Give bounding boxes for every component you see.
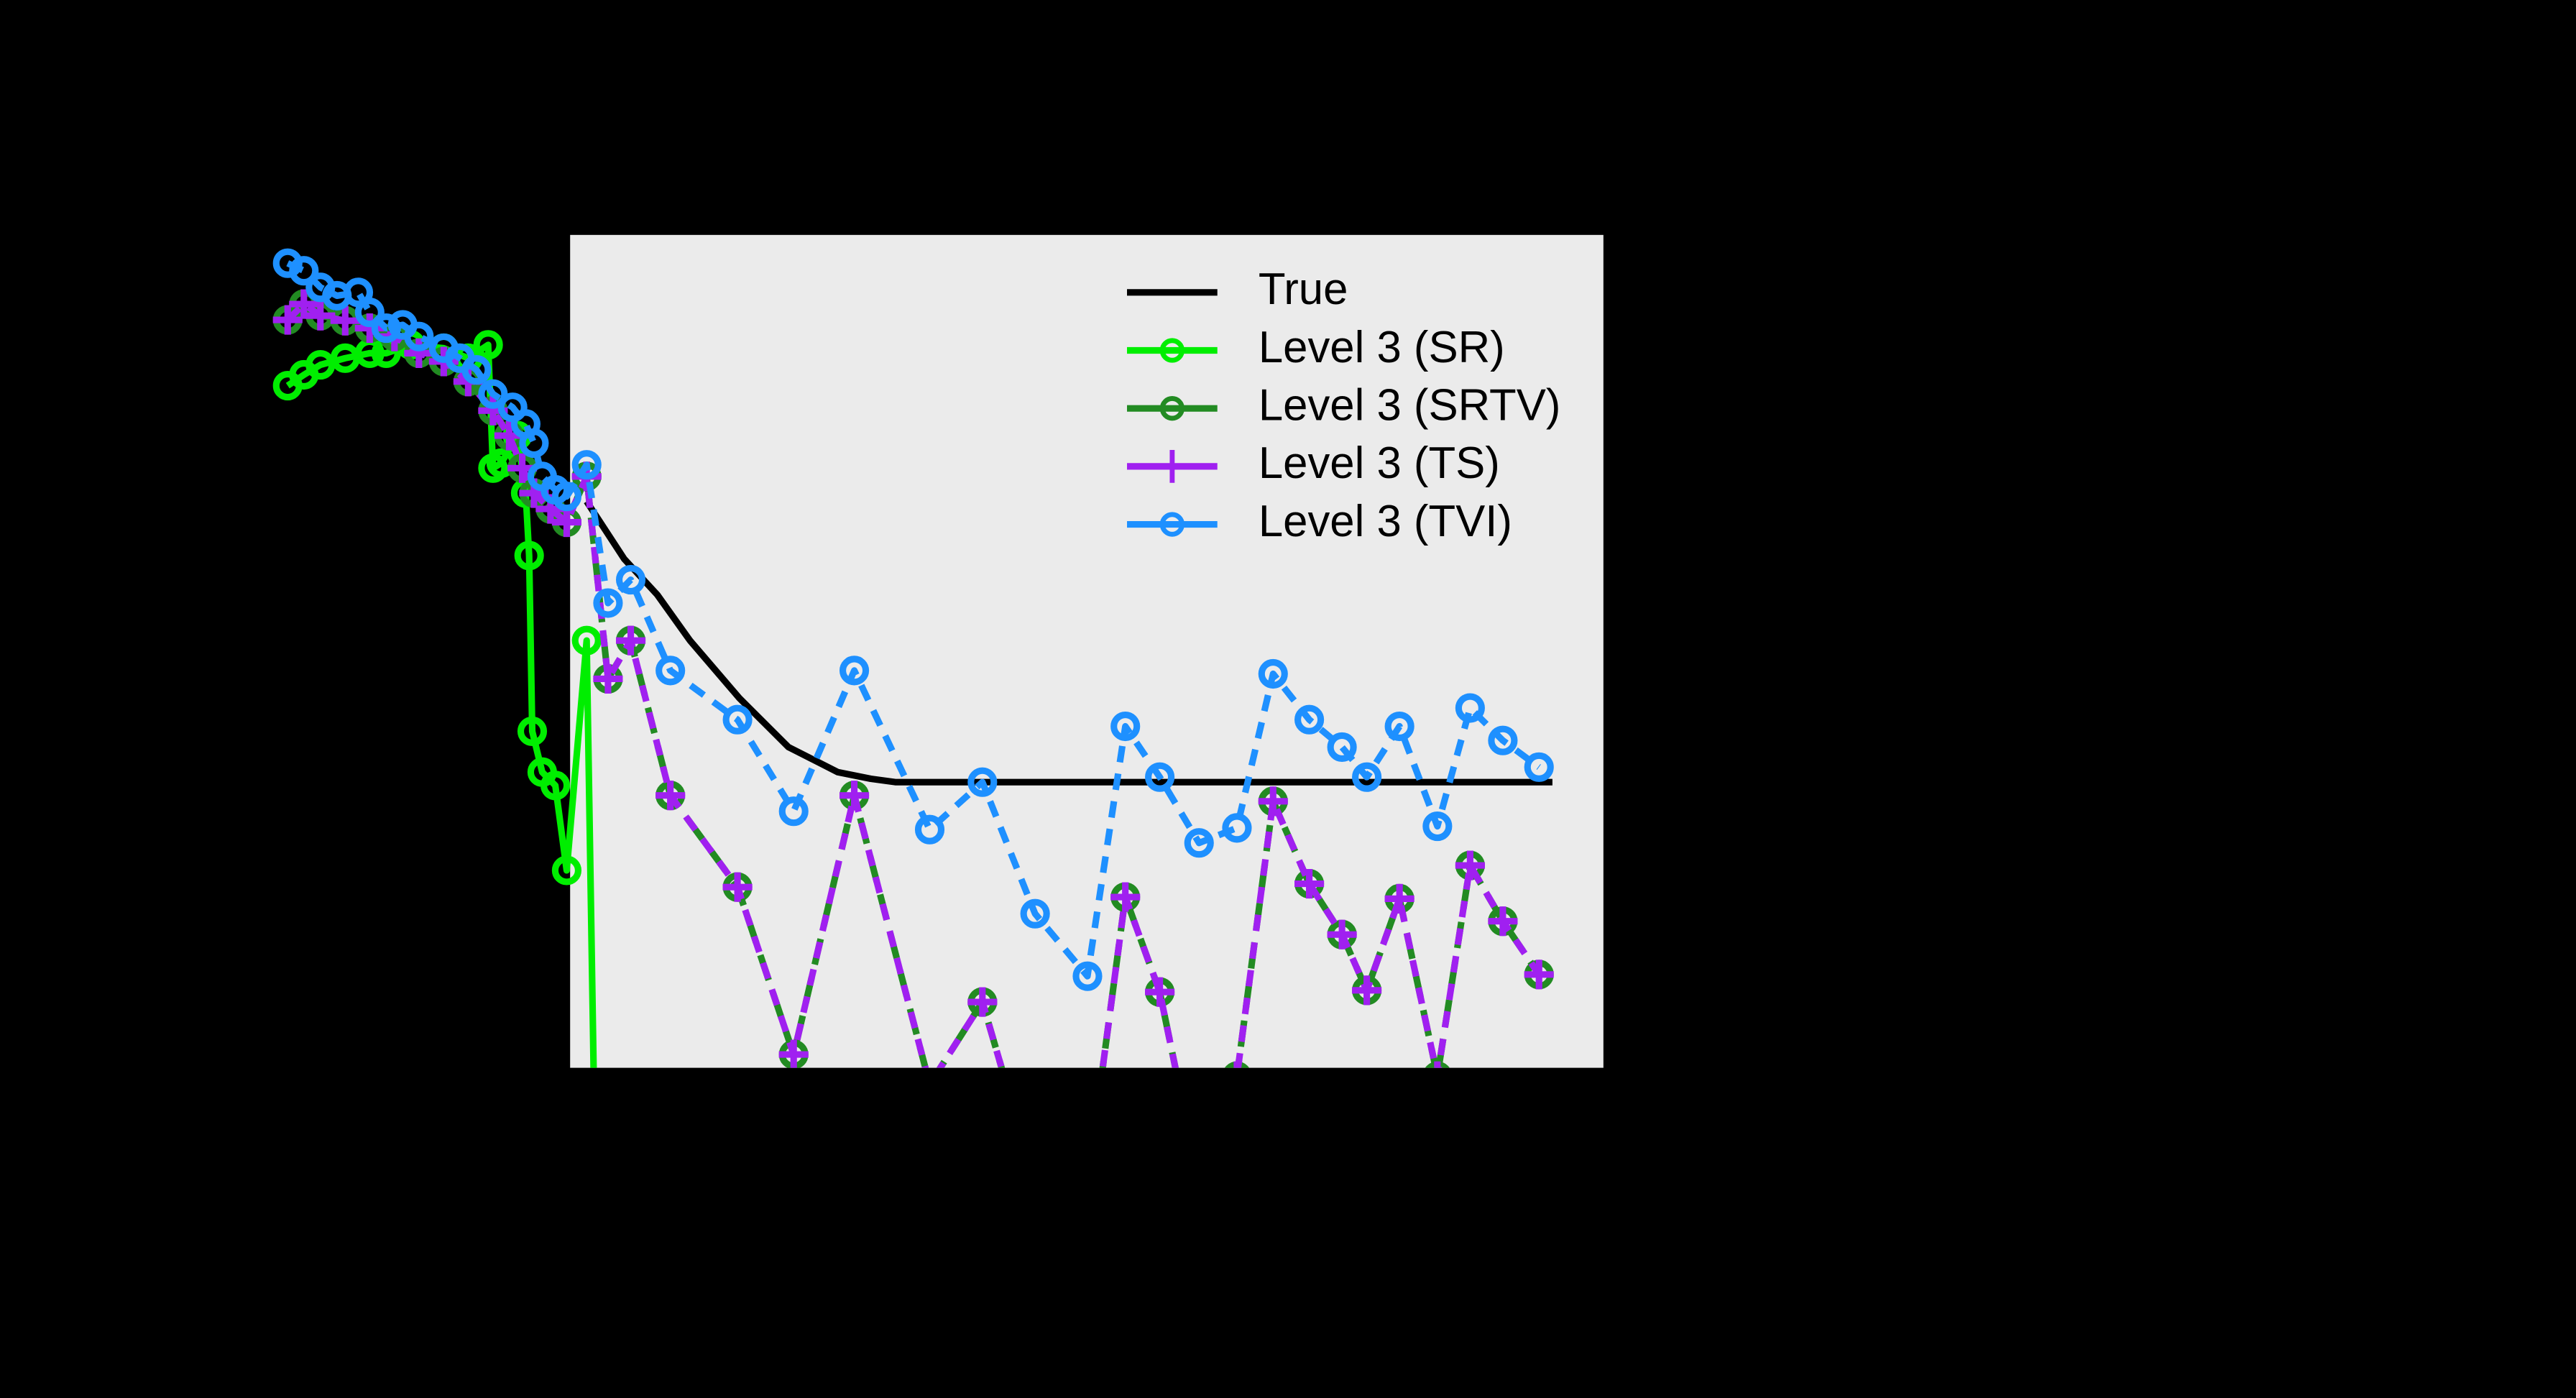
marker (1222, 813, 1252, 843)
marker (551, 482, 581, 512)
marker (1184, 828, 1214, 858)
marker (289, 256, 319, 286)
series-line (286, 260, 1541, 980)
marker (571, 625, 602, 656)
marker (478, 379, 508, 409)
marker (967, 767, 998, 797)
marker (722, 872, 753, 902)
marker (540, 771, 571, 801)
marker (1455, 850, 1485, 880)
legend-marker (1159, 338, 1185, 363)
legend-label: Level 3 (SRTV) (1259, 380, 1561, 430)
marker (305, 300, 336, 331)
legend-marker (1156, 450, 1188, 483)
marker (1488, 725, 1518, 755)
marker (1422, 811, 1453, 842)
marker (1294, 868, 1325, 899)
marker (289, 289, 319, 319)
marker (1258, 658, 1288, 689)
legend-label: True (1259, 265, 1348, 314)
marker (371, 313, 401, 344)
marker (656, 781, 686, 811)
marker (778, 796, 809, 827)
marker (1145, 977, 1175, 1007)
marker (354, 298, 385, 328)
marker (461, 354, 492, 385)
marker (778, 1039, 809, 1068)
marker (615, 625, 646, 656)
marker (593, 663, 623, 694)
series-layer (272, 248, 1554, 1068)
marker (473, 330, 503, 360)
marker (1524, 752, 1554, 782)
marker (514, 541, 544, 571)
marker (272, 305, 303, 335)
plot-panel (570, 234, 1604, 1068)
marker (839, 656, 870, 686)
marker (517, 716, 548, 747)
marker (404, 321, 434, 351)
legend-label: Level 3 (SR) (1259, 323, 1505, 372)
marker (1294, 704, 1325, 735)
marker (354, 313, 385, 344)
marker (1455, 693, 1485, 723)
marker (1110, 711, 1141, 742)
marker (551, 507, 581, 538)
marker (593, 588, 623, 618)
marker (404, 338, 434, 368)
marker (1020, 898, 1050, 929)
marker (305, 350, 336, 380)
marker (914, 814, 945, 845)
legend-label: Level 3 (TVI) (1259, 497, 1512, 546)
legend-label: Level 3 (TS) (1259, 438, 1500, 488)
marker (551, 855, 581, 886)
marker (722, 704, 753, 735)
marker (1434, 1061, 1441, 1068)
marker (1524, 960, 1554, 990)
marker (1258, 786, 1288, 817)
marker (1110, 882, 1141, 912)
legend-marker (1159, 396, 1185, 421)
marker (1488, 906, 1518, 937)
marker (1233, 1061, 1241, 1068)
marker (656, 656, 686, 686)
marker (1327, 732, 1357, 763)
marker (1352, 762, 1382, 792)
marker (1384, 711, 1414, 742)
marker (1352, 975, 1382, 1006)
marker (967, 987, 998, 1017)
marker (519, 428, 549, 459)
marker (839, 781, 870, 811)
marker (330, 305, 360, 336)
legend-marker (1159, 512, 1185, 537)
marker (1145, 762, 1175, 792)
marker (1072, 961, 1103, 991)
marker (615, 564, 646, 595)
marker (571, 450, 602, 480)
marker (1384, 883, 1414, 914)
marker (1327, 919, 1357, 949)
